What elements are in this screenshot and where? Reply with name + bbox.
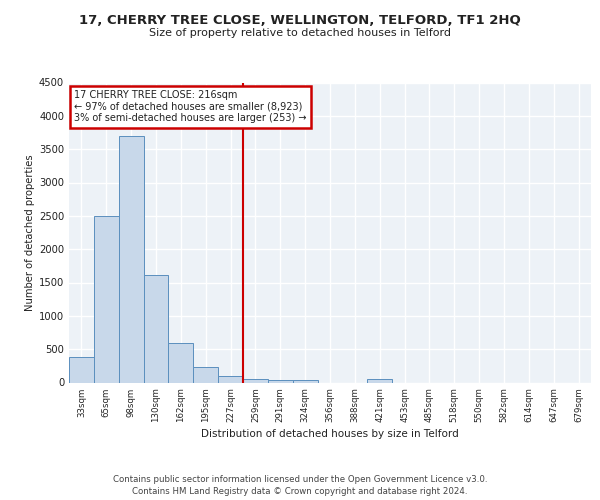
Bar	[293, 380, 317, 382]
Bar	[143, 274, 169, 382]
Bar	[218, 376, 243, 382]
Bar	[268, 380, 293, 382]
Bar	[367, 379, 392, 382]
Bar	[193, 366, 218, 382]
Bar	[94, 216, 119, 382]
Bar	[69, 357, 94, 382]
X-axis label: Distribution of detached houses by size in Telford: Distribution of detached houses by size …	[201, 429, 459, 439]
Text: Size of property relative to detached houses in Telford: Size of property relative to detached ho…	[149, 28, 451, 38]
Text: Contains HM Land Registry data © Crown copyright and database right 2024.: Contains HM Land Registry data © Crown c…	[132, 487, 468, 496]
Bar	[169, 342, 193, 382]
Bar	[119, 136, 143, 382]
Text: 17, CHERRY TREE CLOSE, WELLINGTON, TELFORD, TF1 2HQ: 17, CHERRY TREE CLOSE, WELLINGTON, TELFO…	[79, 14, 521, 27]
Text: Contains public sector information licensed under the Open Government Licence v3: Contains public sector information licen…	[113, 474, 487, 484]
Bar	[243, 379, 268, 382]
Text: 17 CHERRY TREE CLOSE: 216sqm
← 97% of detached houses are smaller (8,923)
3% of : 17 CHERRY TREE CLOSE: 216sqm ← 97% of de…	[74, 90, 307, 123]
Y-axis label: Number of detached properties: Number of detached properties	[25, 154, 35, 311]
